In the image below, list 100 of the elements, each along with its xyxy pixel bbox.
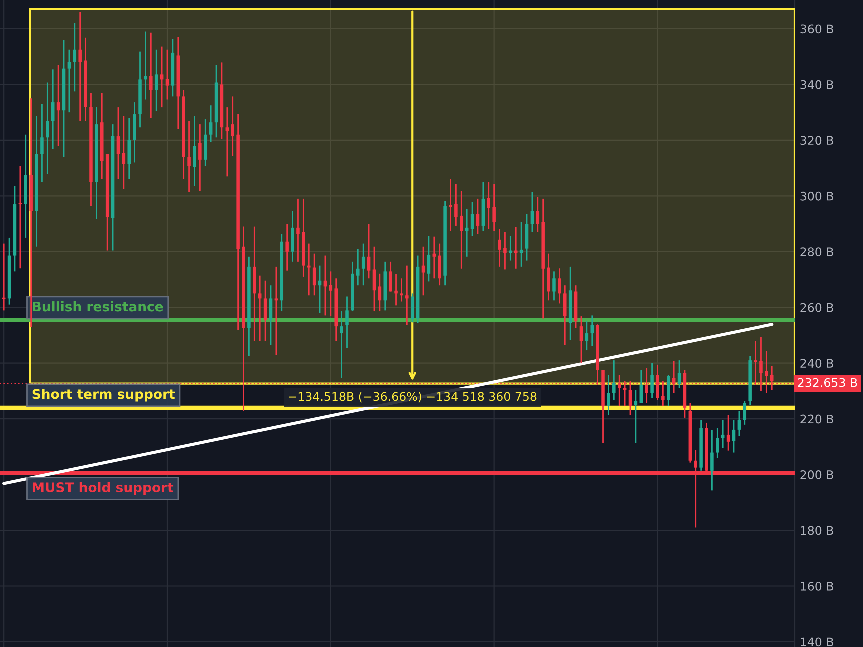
candlestick (154, 49, 158, 112)
y-tick-label: 280 B (800, 248, 834, 257)
legend-label: −134.518B (−36.66%) −134 518 360 758 (289, 392, 537, 403)
candlestick (509, 235, 512, 262)
y-tick-label: 220 B (800, 414, 834, 424)
candlestick (666, 374, 670, 407)
candlestick (198, 124, 202, 192)
candlestick (449, 178, 452, 232)
candlestick (362, 243, 366, 286)
candlestick (312, 253, 316, 296)
candlestick (258, 275, 262, 342)
candlestick (378, 273, 382, 312)
candlestick (454, 183, 458, 227)
candlestick (160, 46, 164, 108)
candlestick (122, 116, 126, 190)
candlestick (18, 166, 22, 270)
candlestick (226, 106, 230, 178)
candlestick (422, 246, 426, 296)
candlestick (193, 116, 196, 187)
candlestick (520, 221, 524, 268)
y-tick-label: 140 B (801, 638, 834, 647)
candlestick (710, 430, 714, 492)
y-tick-label: 240 B (800, 359, 834, 368)
candlestick (634, 389, 638, 444)
candlestick (150, 32, 153, 119)
candlestick (738, 410, 742, 437)
candlestick (394, 273, 398, 306)
candlestick (612, 360, 616, 401)
candlestick (558, 268, 562, 304)
candlestick (264, 280, 268, 342)
candlestick (580, 316, 584, 364)
candlestick (585, 320, 589, 352)
candlestick (46, 82, 50, 175)
candlestick (726, 414, 730, 452)
candlestick (286, 223, 289, 272)
candlestick (476, 198, 480, 235)
candlestick (470, 201, 474, 237)
candlestick (650, 362, 654, 399)
candlestick (356, 248, 360, 286)
candlestick (166, 49, 170, 100)
candlestick (400, 278, 404, 302)
candlestick (78, 12, 82, 122)
y-tick-label: 300 B (800, 192, 834, 201)
candlestick (530, 192, 534, 234)
candlestick (536, 196, 540, 234)
candlestick (372, 246, 376, 312)
candlestick (406, 265, 409, 326)
candlestick (552, 270, 556, 302)
candlestick (721, 419, 725, 449)
candlestick (716, 427, 720, 459)
candlestick (743, 400, 747, 426)
candlestick (438, 243, 442, 286)
candlestick (487, 182, 491, 230)
candlestick (40, 104, 44, 183)
candlestick (389, 261, 392, 292)
candlestick (68, 49, 72, 114)
candlestick (346, 296, 349, 349)
candlestick (427, 235, 431, 282)
candlestick (432, 236, 436, 280)
candlestick (662, 380, 665, 407)
candlestick (590, 315, 594, 348)
y-tick-label: 200 B (800, 470, 834, 480)
candlestick (498, 228, 502, 268)
candlestick (51, 68, 55, 150)
candlestick (732, 419, 736, 454)
y-tick-label: 340 B (800, 80, 834, 90)
candlestick (291, 210, 294, 263)
ref-line-label: Bullish resistance (33, 302, 164, 312)
candlestick (367, 223, 371, 280)
candlestick (56, 64, 60, 147)
y-tick-label: 320 B (800, 136, 834, 146)
ref-line-label: 232.653 B (798, 378, 858, 388)
candlestick (607, 374, 610, 416)
candlestick (128, 117, 131, 180)
candlestick (274, 266, 278, 356)
candlestick (2, 243, 6, 312)
candlestick (188, 120, 191, 193)
ref-line-label: Short term support (32, 389, 176, 402)
candlestick (504, 231, 507, 270)
candlestick (564, 284, 567, 346)
candlestick (410, 292, 414, 324)
candlestick (209, 104, 213, 144)
ref-line-label: MUST hold support (33, 482, 174, 496)
candlestick (547, 253, 550, 302)
y-tick-label: 180 B (801, 526, 834, 536)
candlestick (640, 370, 644, 404)
y-tick-label: 160 B (801, 582, 834, 591)
candlestick (340, 310, 344, 380)
y-tick-label: 260 B (800, 303, 834, 312)
candlestick (73, 22, 77, 92)
candlestick (465, 208, 469, 258)
candlestick (116, 106, 120, 180)
candlestick (231, 96, 234, 158)
candlestick (296, 198, 300, 263)
candlestick (307, 243, 311, 296)
candlestick (269, 284, 273, 346)
candlestick (144, 31, 148, 100)
candlestick (492, 183, 496, 232)
candlestick (460, 190, 464, 270)
y-tick-label: 360 B (800, 24, 834, 34)
